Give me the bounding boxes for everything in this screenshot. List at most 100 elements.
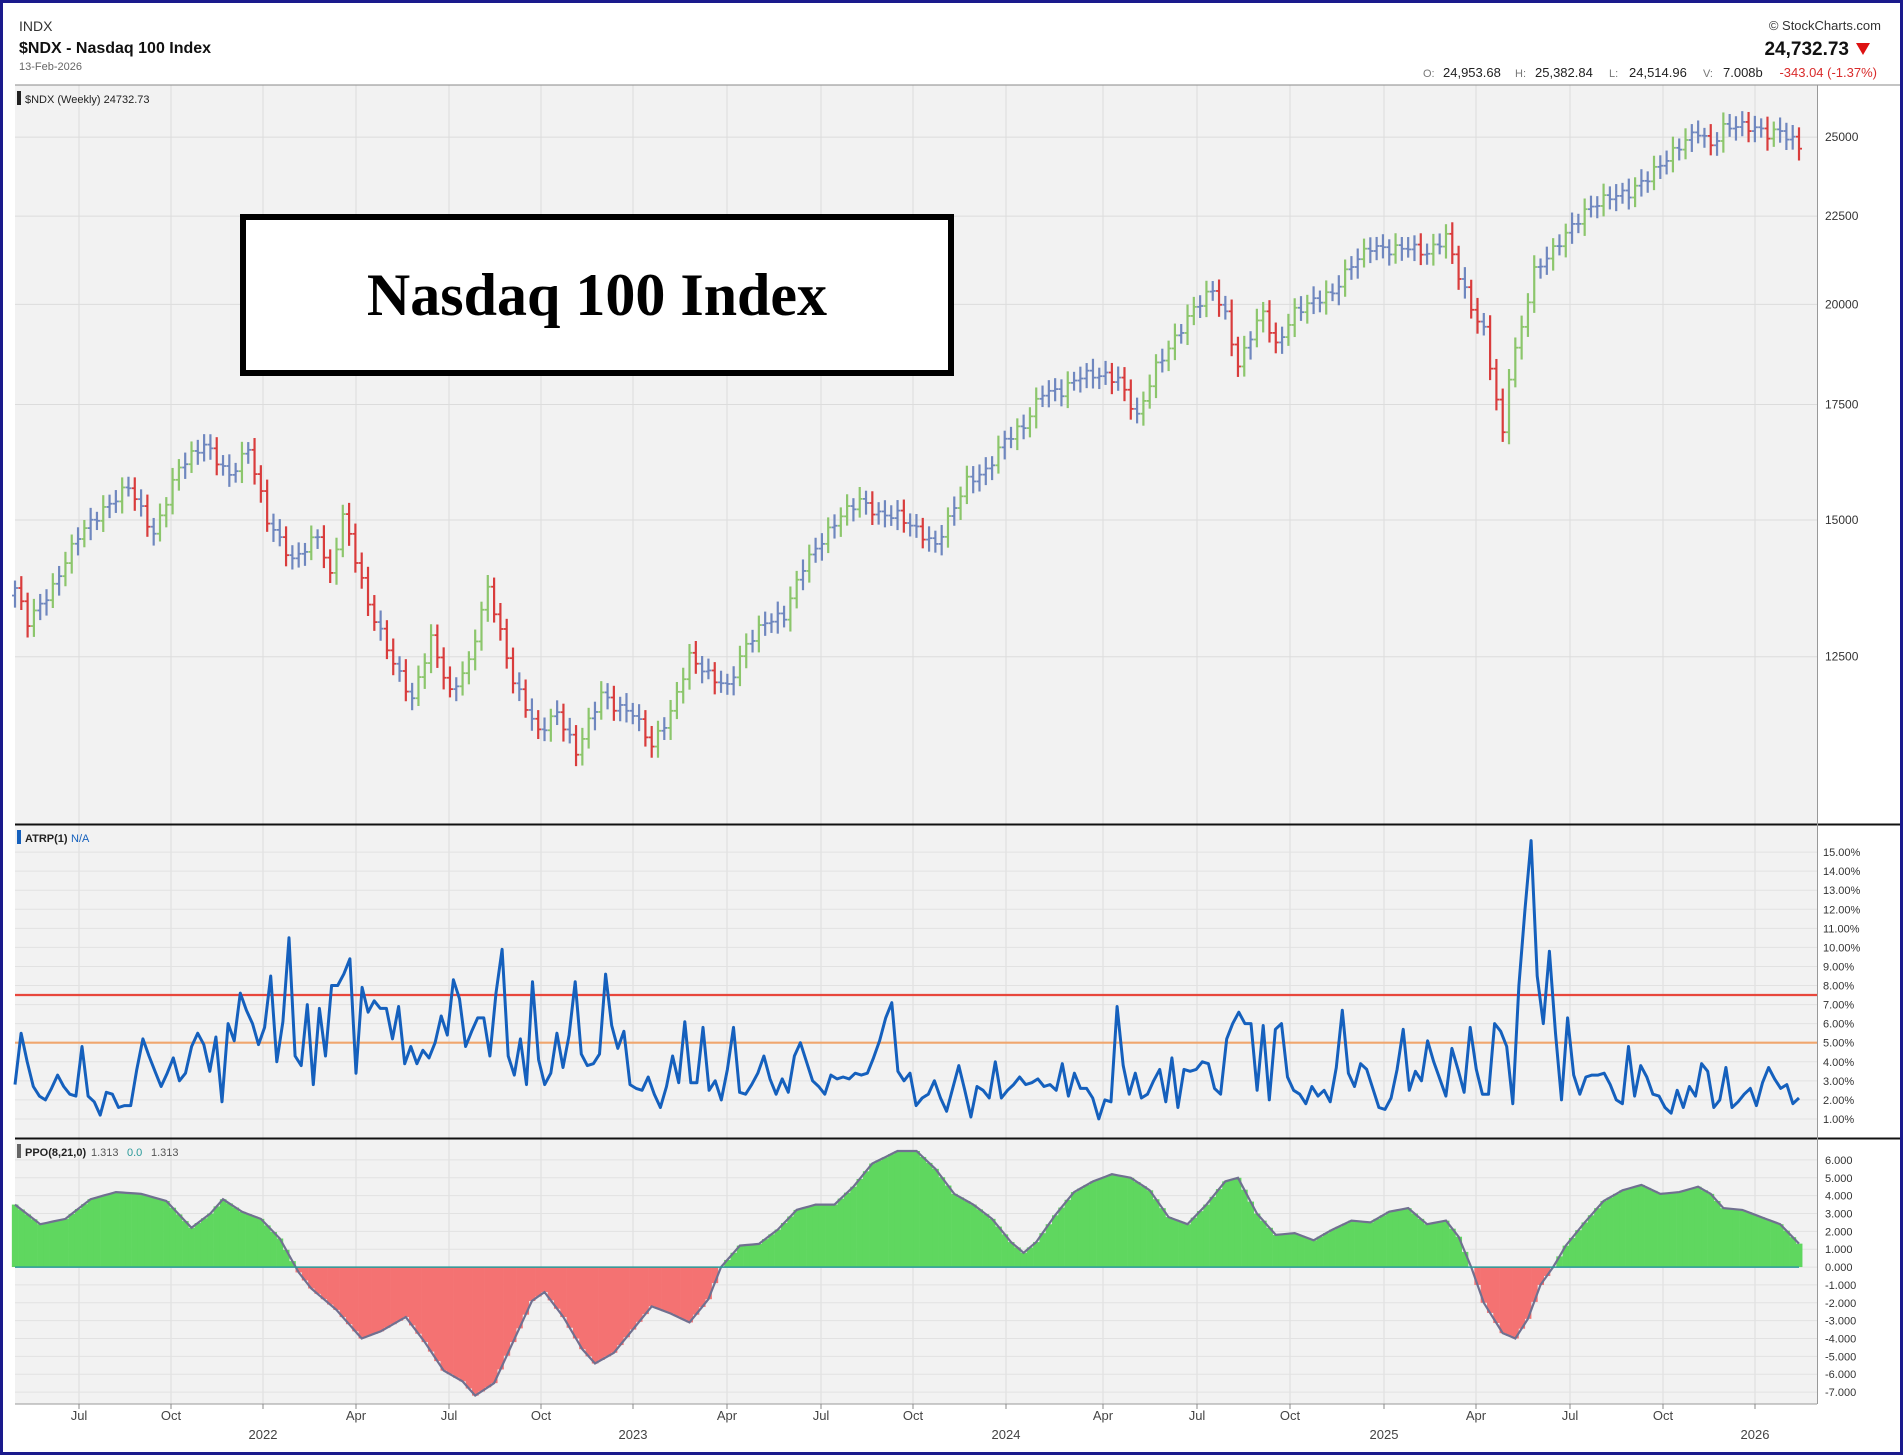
ppo-bar [106,1193,114,1268]
ppo-bar [1360,1221,1368,1268]
atrp-panel [15,825,1817,1138]
ppo-bar [623,1267,630,1338]
ppo-bar [43,1222,50,1268]
x-tick-label: Jul [71,1408,88,1423]
ppo-bar [112,1192,120,1268]
ppo-bar [1045,1224,1053,1268]
ppo-tick-label: -1.000 [1825,1280,1856,1292]
ppo-bar [1707,1193,1715,1268]
ppo-bar [1014,1247,1021,1268]
ppo-bar [276,1238,284,1268]
ppo-bar [156,1199,164,1268]
ppo-bar [1417,1218,1425,1268]
ppo-bar [1568,1237,1576,1268]
ppo-bar [1650,1190,1658,1268]
ppo-bar [944,1185,952,1268]
ppo-bar [1190,1217,1198,1268]
ppo-bar [119,1192,126,1268]
ppo-bar [1669,1192,1677,1268]
ppo-bar [421,1267,429,1343]
ppo-bar [1682,1190,1689,1268]
ppo-bar [1512,1267,1519,1339]
ppo-bar [459,1267,467,1382]
ppo-bar [282,1249,290,1268]
ppo-bar [535,1267,542,1297]
ppo-bar [169,1207,177,1268]
ppo-bar [1537,1267,1544,1285]
ppo-bar [289,1261,296,1268]
ppo-bar [1776,1224,1784,1268]
ppo-bar [1625,1188,1633,1268]
ppo-bar [566,1267,574,1328]
ppo-bar [1089,1181,1097,1268]
ppo-bar [1657,1193,1664,1268]
ppo-bar [585,1267,593,1357]
down-arrow-icon [1856,43,1870,55]
ppo-bar [1354,1221,1362,1268]
ppo-bar [749,1244,757,1268]
ppo-bar [1285,1233,1292,1268]
atrp-tick-label: 7.00% [1823,1000,1854,1012]
ppo-bar [1436,1221,1444,1268]
ppo-bar [1758,1217,1765,1268]
ppo-bar [793,1209,801,1268]
ppo-bar [1115,1175,1122,1268]
ppo-bar [1556,1256,1563,1268]
ppo-bar [358,1267,366,1339]
ppo-bar [295,1267,303,1273]
ppo-bar [951,1193,958,1268]
ppo-bar [1266,1227,1273,1268]
ppo-bar [995,1226,1002,1268]
atrp-tick-label: 13.00% [1823,885,1861,897]
atrp-legend: ATRP(1) [25,833,68,845]
ppo-bar [390,1267,397,1325]
atrp-tick-label: 5.00% [1823,1038,1854,1050]
ppo-bar [724,1259,731,1268]
ppo-bar [345,1267,353,1325]
ppo-tick-label: 0.000 [1825,1262,1853,1274]
ppo-bar [1770,1221,1778,1268]
ppo-bar [894,1151,901,1268]
ppo-bar [200,1218,208,1268]
atrp-tick-label: 2.00% [1823,1095,1854,1107]
ppo-bar [472,1267,479,1396]
price-legend: $NDX (Weekly) 24732.73 [25,94,150,106]
ppo-bar [1676,1192,1683,1268]
ppo-bar [377,1267,385,1332]
atrp-tick-label: 3.00% [1823,1076,1854,1088]
ppo-bar [547,1267,555,1301]
ppo-bar [1461,1251,1469,1268]
ppo-bar [1543,1267,1551,1276]
ppo-bar [1713,1201,1721,1268]
atrp-tick-label: 11.00% [1823,923,1860,935]
ppo-bar [144,1195,151,1268]
x-tick-label: Apr [1093,1408,1114,1423]
ppo-bar [1133,1181,1141,1268]
ppo-bar [579,1267,586,1350]
price-tick-label: 22500 [1825,209,1859,223]
ppo-bar [1789,1237,1797,1268]
ppo-bar [30,1219,38,1268]
ppo-bar [18,1209,25,1268]
ppo-bar [1480,1267,1488,1303]
ppo-bar [24,1214,32,1268]
ppo-bar [1121,1176,1128,1268]
ppo-bar [1108,1174,1116,1268]
x-tick-label: Apr [1466,1408,1487,1423]
ppo-bar [314,1267,322,1294]
ohlcv-label: L: [1609,68,1618,80]
ppo-tick-label: -7.000 [1825,1387,1856,1399]
ppo-bar [1178,1221,1185,1268]
ppo-bar [1335,1226,1343,1268]
atrp-tick-label: 4.00% [1823,1057,1854,1069]
ppo-bar [1001,1234,1009,1268]
x-tick-label: Jul [813,1408,830,1423]
ppo-bar [812,1204,820,1268]
ppo-bar [427,1267,435,1352]
x-tick-label: Apr [346,1408,367,1423]
ppo-bar [1531,1267,1538,1302]
ppo-bar [1751,1214,1759,1268]
ppo-tick-label: -2.000 [1825,1298,1856,1310]
ppo-bar [1644,1187,1652,1268]
ppo-bar [1070,1192,1078,1268]
